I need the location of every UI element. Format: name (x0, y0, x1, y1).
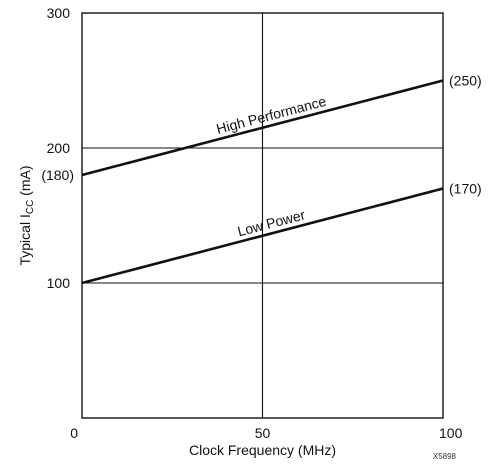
y-axis-label-subscript: CC (25, 200, 36, 214)
tick-labels: 100 200 300 0 50 100 (47, 5, 463, 441)
y-tick-label-100: 100 (47, 275, 71, 291)
x-tick-label-0: 0 (70, 425, 78, 441)
end-label-high-performance: (250) (449, 73, 482, 89)
x-tick-label-100: 100 (439, 425, 463, 441)
end-label-low-power: (170) (449, 181, 482, 197)
y-tick-label-200: 200 (47, 140, 71, 156)
grid-lines (82, 13, 443, 418)
series-lines: High Performance(250)(180)Low Power(170) (41, 73, 482, 285)
y-axis-label-prefix: Typical I (17, 214, 33, 265)
start-label-high-performance: (180) (41, 167, 74, 183)
y-axis-label-suffix: (mA) (17, 165, 33, 199)
plot-frame (81, 12, 444, 419)
x-tick-label-50: 50 (255, 425, 271, 441)
x-axis-label: Clock Frequency (MHz) (189, 442, 336, 458)
y-tick-label-300: 300 (47, 5, 71, 21)
series-line-high-performance (81, 79, 444, 177)
series-line-low-power (81, 187, 444, 285)
y-axis-label: Typical ICC (mA) (17, 165, 36, 265)
figure-id: X5898 (433, 452, 457, 461)
